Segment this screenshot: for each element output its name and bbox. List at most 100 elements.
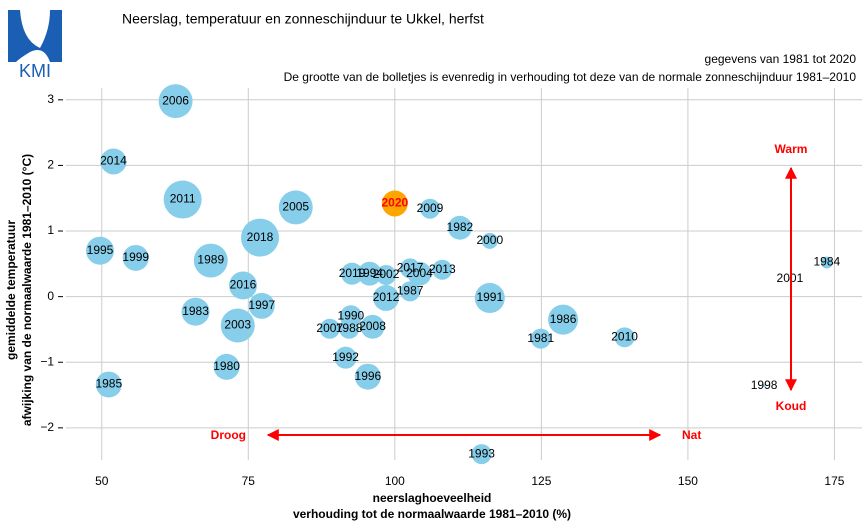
data-label: 2006 — [162, 93, 189, 107]
x-tick-label: 150 — [678, 474, 698, 488]
data-label: 2009 — [417, 201, 444, 215]
data-label: 1994 — [356, 266, 383, 280]
data-label: 2019 — [339, 266, 366, 280]
logo: KMI — [8, 10, 62, 81]
data-label: 1997 — [248, 298, 275, 312]
y-tick-label: 0 — [47, 289, 54, 303]
logo-text: KMI — [19, 61, 51, 81]
y-tick-label: 2 — [47, 158, 54, 172]
bubble — [278, 190, 313, 225]
data-label: 2013 — [429, 262, 456, 276]
data-label: 1999 — [122, 250, 149, 264]
data-label: 2000 — [476, 233, 503, 247]
bubble — [95, 371, 122, 398]
data-label: 2012 — [373, 290, 400, 304]
bubble — [474, 282, 505, 313]
chart-title: Neerslag, temperatuur en zonneschijnduur… — [122, 11, 484, 27]
bubble — [341, 262, 364, 285]
y-tick-label: 3 — [47, 92, 54, 106]
data-label: 2020 — [381, 196, 408, 210]
data-label: 2010 — [611, 329, 638, 343]
data-label: 1988 — [336, 321, 363, 335]
data-label: 2007 — [316, 321, 343, 335]
data-label: 1986 — [550, 312, 577, 326]
bubble — [400, 281, 421, 302]
data-label: 1992 — [332, 350, 359, 364]
bubble — [334, 346, 357, 369]
bubble — [181, 297, 210, 326]
bubble — [220, 308, 255, 343]
y-tick-label: −1 — [40, 354, 54, 368]
bubble — [193, 243, 228, 278]
bubble — [762, 384, 766, 388]
logo-shape — [8, 10, 62, 62]
bubble — [158, 84, 193, 119]
data-label: 1990 — [338, 308, 365, 322]
bubble — [481, 232, 498, 249]
y-axis-label: afwijking van de normaalwaarde 1981–2010… — [20, 154, 34, 426]
data-label: 2011 — [170, 192, 196, 206]
bubble — [420, 198, 441, 219]
data-label: 2004 — [406, 266, 433, 280]
data-label: 1996 — [355, 369, 382, 383]
bubble — [530, 328, 551, 349]
bubble — [376, 264, 397, 285]
bubble — [248, 292, 275, 319]
bubble — [100, 148, 127, 175]
data-label: 2014 — [100, 154, 127, 168]
data-label: 2003 — [224, 318, 251, 332]
x-axis-label: neerslaghoeveelheid — [373, 491, 492, 505]
bubble — [432, 259, 453, 280]
x-axis-label: verhouding tot de normaalwaarde 1981–201… — [293, 507, 571, 521]
data-label: 1985 — [95, 377, 122, 391]
x-tick-label: 50 — [95, 474, 109, 488]
bubble — [339, 318, 360, 339]
bubble — [820, 256, 833, 269]
x-tick-label: 75 — [242, 474, 256, 488]
annotation: Droog — [211, 428, 246, 442]
data-label: 2002 — [373, 267, 400, 281]
data-label: 1993 — [468, 446, 495, 460]
data-label: 1984 — [813, 255, 840, 269]
bubble — [471, 444, 492, 465]
data-label: 2018 — [247, 230, 274, 244]
data-label: 1987 — [397, 284, 424, 298]
bubble — [381, 190, 408, 217]
bubble — [614, 327, 635, 348]
bubble — [360, 314, 385, 339]
data-label: 1982 — [447, 220, 474, 234]
bubble — [213, 353, 240, 380]
data-label: 2008 — [359, 319, 386, 333]
subtitle: gegevens van 1981 tot 2020 — [705, 52, 857, 66]
bubble — [373, 284, 400, 311]
data-label: 1980 — [213, 359, 240, 373]
data-label: 2016 — [230, 278, 257, 292]
data-label: 1991 — [476, 290, 503, 304]
bubble — [447, 215, 472, 240]
bubble — [548, 304, 579, 335]
note: De grootte van de bolletjes is evenredig… — [284, 70, 857, 84]
bubble — [357, 261, 382, 286]
y-axis-label: gemiddelde temperatuur — [4, 220, 18, 360]
bubble — [85, 236, 114, 265]
data-label: 1989 — [197, 253, 224, 267]
x-tick-label: 175 — [824, 474, 844, 488]
bubble — [163, 180, 202, 219]
data-label: 1981 — [527, 331, 554, 345]
annotation: Nat — [682, 428, 701, 442]
x-tick-label: 125 — [531, 474, 551, 488]
y-tick-label: −2 — [40, 420, 54, 434]
data-label: 1995 — [87, 243, 114, 257]
bubble — [229, 271, 258, 300]
data-label: 1998 — [751, 378, 778, 392]
annotation: Warm — [775, 142, 808, 156]
bubble — [407, 261, 432, 286]
bubble — [354, 363, 381, 390]
data-label: 1983 — [182, 304, 209, 318]
data-label: 2017 — [397, 261, 424, 275]
annotation: Koud — [776, 399, 807, 413]
bubble — [319, 318, 340, 339]
x-tick-label: 100 — [385, 474, 405, 488]
y-tick-label: 1 — [47, 223, 54, 237]
